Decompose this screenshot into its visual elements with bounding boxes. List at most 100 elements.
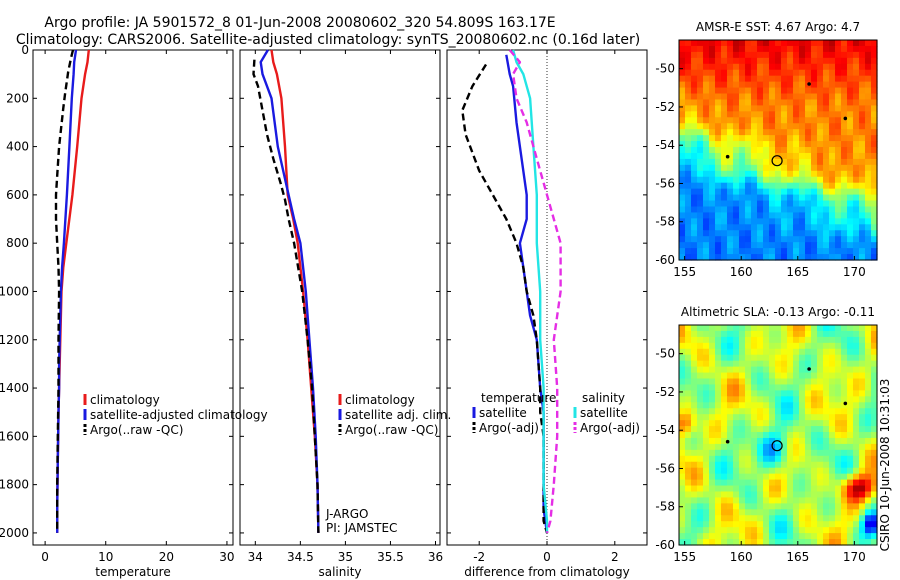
sla-frame: [678, 324, 878, 546]
sla-cell: [733, 467, 740, 475]
difference-legend-1-label: Argo(-adj): [479, 421, 539, 435]
sla-cell: [841, 449, 848, 457]
salinity-legend-1-label: satellite adj. clim.: [345, 408, 451, 422]
sst-cell: [859, 152, 866, 160]
sla-cell: [715, 491, 722, 499]
temperature-legend-0-label: climatology: [90, 393, 160, 407]
sst-cell: [817, 117, 824, 124]
sst-profile-marker: [771, 155, 783, 167]
sla-cell: [721, 515, 728, 522]
sst-cell: [781, 206, 788, 214]
sla-cell: [835, 420, 842, 427]
sla-cell: [781, 533, 788, 540]
sst-cell: [721, 87, 728, 95]
sst-cell: [859, 182, 866, 190]
sst-cell: [733, 158, 740, 166]
sst-cell: [679, 176, 686, 184]
sst-cell: [691, 224, 698, 231]
sst-cell: [703, 63, 710, 71]
sla-cell: [865, 437, 872, 445]
sst-cell: [811, 176, 818, 184]
sst-cell: [847, 69, 854, 77]
sst-cell: [811, 230, 818, 237]
sst-cell: [721, 99, 728, 107]
sst-cell: [787, 224, 794, 231]
sla-cell: [733, 414, 740, 421]
sla-cell: [697, 432, 704, 439]
sla-cell: [745, 497, 752, 504]
sst-cell: [865, 158, 872, 166]
sla-cell: [787, 479, 794, 487]
sla-cell: [805, 503, 812, 510]
sla-cell: [799, 342, 806, 350]
sst-cell: [757, 63, 764, 71]
sla-cell: [811, 491, 818, 499]
sla-cell: [703, 325, 710, 332]
sla-cell: [697, 449, 704, 457]
sla-cell: [817, 402, 824, 409]
sla-cell: [715, 420, 722, 427]
sla-cell: [739, 467, 746, 475]
sst-cell: [703, 188, 710, 196]
sst-cell: [817, 218, 824, 225]
sla-cell: [757, 479, 764, 487]
sla-cell: [775, 455, 782, 463]
difference-legend-2-label: satellite: [580, 406, 628, 420]
sla-cell: [769, 503, 776, 510]
sla-cell: [703, 348, 710, 356]
sla-cell: [823, 360, 830, 368]
sla-cell: [835, 432, 842, 439]
sst-cell: [739, 81, 746, 89]
sst-cell: [829, 147, 836, 154]
sst-cell: [685, 212, 692, 219]
sst-cell: [685, 188, 692, 196]
sst-cell: [709, 158, 716, 166]
sla-ytick-label: -56: [655, 461, 675, 475]
sst-cell: [847, 141, 854, 148]
sla-cell: [871, 378, 878, 386]
sst-cell: [757, 93, 764, 101]
sla-cell: [721, 348, 728, 356]
sst-cell: [811, 147, 818, 154]
sst-cell: [769, 123, 776, 130]
sst-cell: [835, 117, 842, 124]
sla-cell: [751, 372, 758, 380]
sla-cell: [679, 515, 686, 522]
sst-cell: [727, 200, 734, 208]
sst-cell: [703, 93, 710, 101]
sla-cell: [847, 491, 854, 499]
sla-cell: [769, 509, 776, 516]
sst-cell: [703, 75, 710, 83]
sst-cell: [703, 147, 710, 154]
temperature-ytick-label: 0: [21, 43, 29, 57]
sla-cell: [685, 396, 692, 403]
sla-cell: [823, 426, 830, 433]
sla-cell: [703, 384, 710, 392]
sst-cell: [775, 176, 782, 184]
sst-cell: [745, 218, 752, 225]
sst-cell: [769, 45, 776, 53]
sst-cell: [691, 135, 698, 142]
sst-cell: [781, 254, 788, 261]
salinity-xtick-label: 36: [428, 550, 443, 564]
sla-cell: [823, 455, 830, 463]
sla-cell: [685, 527, 692, 534]
sla-cell: [739, 443, 746, 451]
sst-cell: [679, 248, 686, 255]
sla-cell: [841, 491, 848, 499]
sst-cell: [871, 254, 878, 261]
sla-cell: [697, 348, 704, 356]
sla-cell: [829, 354, 836, 362]
sla-cell: [727, 330, 734, 338]
sla-cell: [703, 354, 710, 362]
sla-cell: [793, 420, 800, 427]
sla-cell: [751, 533, 758, 540]
sst-cell: [691, 254, 698, 261]
sla-cell: [871, 449, 878, 457]
sla-cell: [709, 527, 716, 534]
sla-cell: [721, 455, 728, 463]
sla-cell: [679, 497, 686, 504]
sst-cell: [703, 224, 710, 231]
sst-cell: [841, 135, 848, 142]
salinity-series-climatology: [270, 49, 320, 533]
